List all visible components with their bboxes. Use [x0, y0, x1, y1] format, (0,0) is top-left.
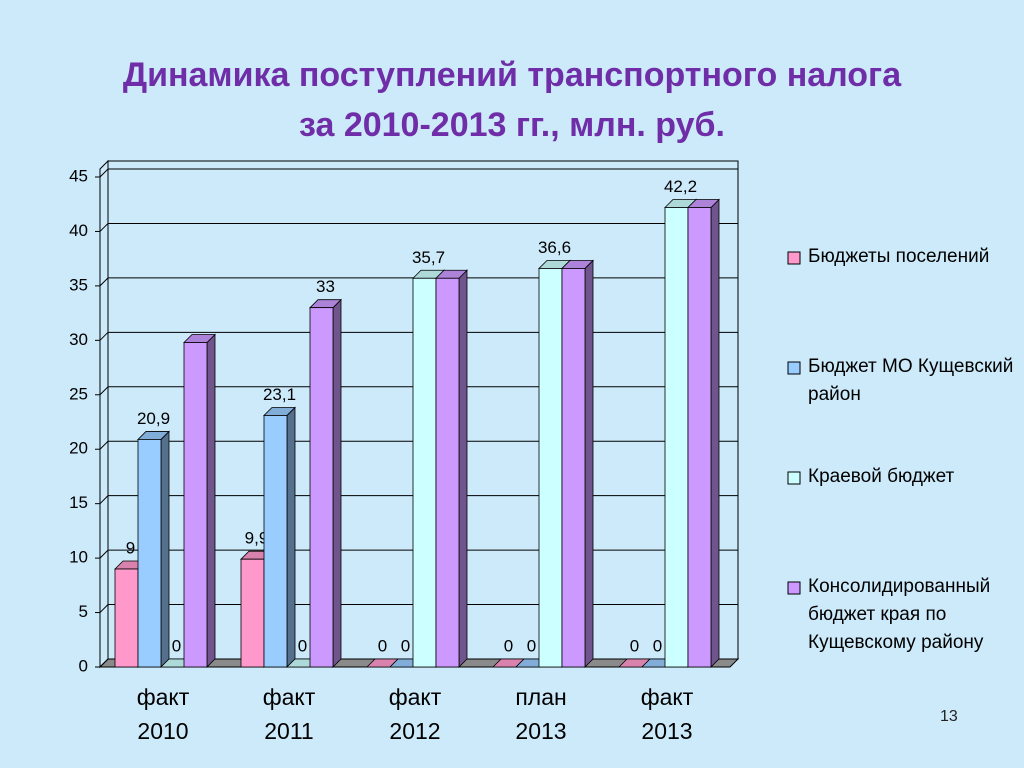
bar-side	[332, 298, 342, 668]
grid-line	[99, 277, 738, 287]
value-label: 9	[126, 538, 135, 557]
value-label: 20,9	[137, 409, 170, 428]
bar	[561, 259, 594, 668]
legend-swatch	[787, 251, 801, 265]
value-label: 0	[504, 636, 513, 655]
side-wall	[99, 159, 109, 669]
value-label: 0	[298, 636, 307, 655]
bar	[309, 298, 342, 668]
bar-side	[160, 430, 170, 668]
bar	[137, 430, 170, 668]
bar-front	[183, 342, 208, 668]
value-label: 23,1	[263, 385, 296, 404]
x-tick-label: факт 2013	[640, 684, 694, 744]
grid-line	[99, 440, 738, 450]
x-tick-label: факт 2010	[136, 684, 190, 744]
y-tick-label: 20	[69, 439, 88, 458]
bar-front	[435, 277, 460, 668]
grid-line	[99, 386, 738, 396]
bar-side	[286, 406, 296, 668]
y-tick-label: 15	[69, 493, 88, 512]
chart-title: Динамика поступлений транспортного налог…	[122, 56, 902, 144]
grid-line	[99, 168, 738, 178]
y-tick-label: 10	[69, 548, 88, 567]
x-tick-label: план 2013	[515, 684, 567, 744]
bar-front	[664, 207, 689, 668]
legend-swatch	[787, 361, 801, 375]
x-tick-label: факт 2011	[262, 684, 316, 744]
y-tick-label: 35	[69, 275, 88, 294]
bar	[435, 269, 468, 668]
bar-front	[561, 268, 586, 668]
bar-front	[538, 268, 563, 668]
y-tick-label: 30	[69, 330, 88, 349]
value-label: 0	[378, 636, 387, 655]
value-label: 33	[316, 277, 335, 296]
legend-swatch	[787, 471, 801, 485]
legend-label: Консолидированный бюджет края по Кущевск…	[808, 576, 991, 653]
y-tick-label: 5	[79, 602, 88, 621]
legend-label: Краевой бюджет	[808, 466, 955, 487]
bar	[183, 333, 216, 668]
value-label: 0	[527, 636, 536, 655]
bar-front	[114, 568, 139, 668]
bar-side	[458, 269, 468, 668]
slide-number: 13	[940, 708, 958, 725]
bar-front	[687, 207, 712, 668]
bar-side	[206, 333, 216, 668]
bar-side	[710, 198, 720, 668]
bar-front	[412, 277, 437, 668]
bar-front	[137, 439, 162, 668]
grid-line	[99, 549, 738, 559]
value-label: 0	[653, 636, 662, 655]
value-label: 36,6	[538, 238, 571, 257]
y-tick-label: 45	[69, 166, 88, 185]
x-tick-label: факт 2012	[388, 684, 442, 744]
bar-front	[240, 558, 265, 668]
value-label: 0	[172, 636, 181, 655]
grid-line	[99, 495, 738, 505]
value-label: 42,2	[664, 177, 697, 196]
grid-line	[99, 604, 738, 613]
legend-label: Бюджеты поселений	[808, 246, 990, 267]
bar	[687, 198, 720, 668]
bar-front	[263, 415, 288, 668]
legend-label: Бюджет МО Кущевский район	[808, 356, 1014, 405]
grid-line	[99, 331, 738, 341]
bar-front	[309, 307, 334, 668]
value-label: 9,9	[245, 529, 269, 548]
y-tick-label: 25	[69, 384, 88, 403]
bar	[263, 406, 296, 668]
y-tick-label: 0	[79, 656, 88, 675]
value-label: 0	[401, 636, 410, 655]
bar-side	[584, 259, 594, 668]
y-tick-label: 40	[69, 221, 88, 240]
value-label: 0	[630, 636, 639, 655]
legend-swatch	[787, 581, 801, 595]
grid-line	[99, 222, 738, 232]
value-label: 35,7	[412, 248, 445, 267]
